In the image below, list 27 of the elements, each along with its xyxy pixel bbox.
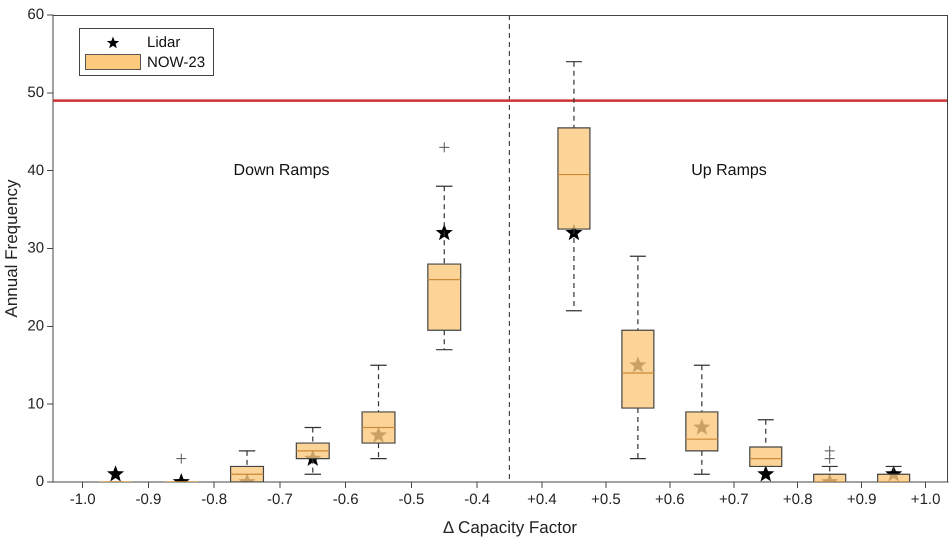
y-tick-label: 60 (27, 6, 44, 24)
y-tick-label: 10 (27, 395, 44, 412)
x-tick-label: -0.5 (398, 491, 424, 508)
x-tick-label: +0.8 (782, 491, 813, 508)
legend-label: NOW-23 (147, 54, 206, 70)
x-tick-label: -0.4 (464, 491, 490, 508)
x-tick-label: +0.6 (655, 491, 685, 508)
y-axis-title: Annual Frequency (2, 179, 21, 318)
x-tick-label: +0.5 (591, 491, 621, 508)
x-tick-label: -1.0 (70, 491, 96, 508)
annotation: Down Ramps (234, 162, 330, 180)
legend-label: Lidar (147, 34, 180, 50)
x-tick-label: +0.9 (846, 491, 876, 508)
x-tick-label: -0.7 (266, 491, 293, 508)
x-tick-label: -0.8 (201, 491, 228, 508)
y-tick-label: 40 (27, 162, 44, 179)
x-tick-label: -0.9 (135, 491, 162, 508)
y-tick-label: 20 (27, 317, 44, 334)
annotation: Up Ramps (691, 162, 767, 180)
x-tick-label: +0.4 (527, 491, 557, 508)
x-tick-label: +0.7 (718, 491, 749, 508)
x-tick-label: -0.6 (332, 491, 359, 508)
y-tick-label: 30 (27, 240, 44, 257)
x-axis-title: Δ Capacity Factor (442, 518, 578, 538)
y-tick-label: 50 (27, 84, 44, 101)
x-tick-label: +1.0 (910, 491, 940, 508)
y-tick-label: 0 (36, 473, 44, 490)
